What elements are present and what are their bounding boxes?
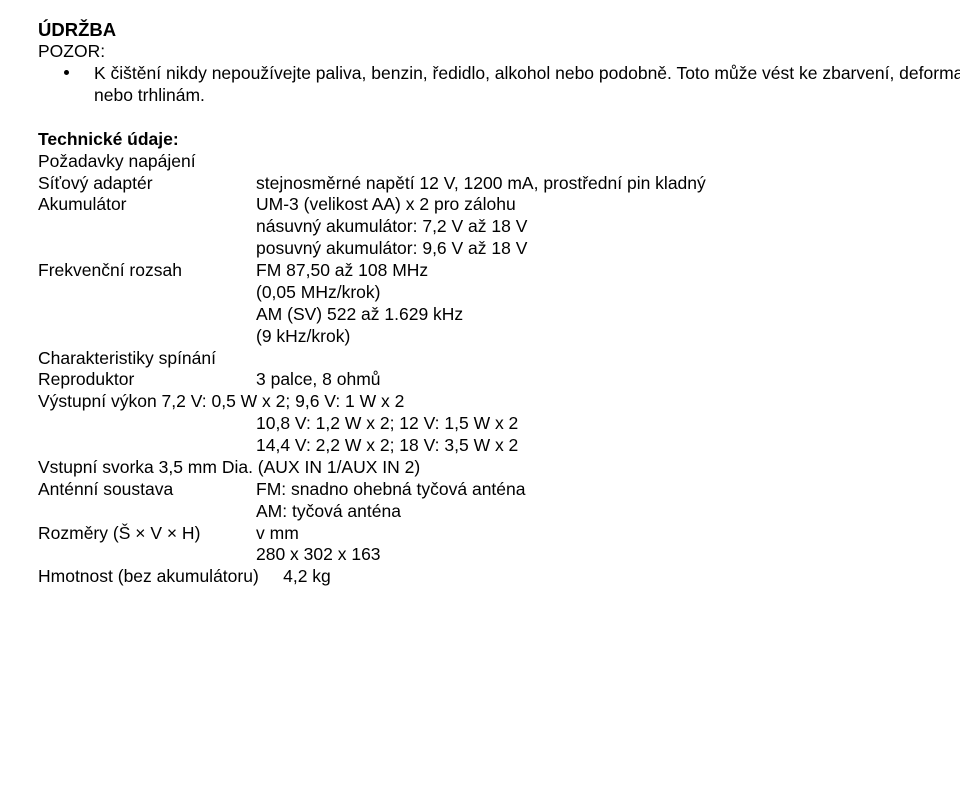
table-row: Anténní soustava FM: snadno ohebná tyčov… [38, 479, 526, 501]
table-row: násuvný akumulátor: 7,2 V až 18 V [38, 216, 706, 238]
bullet-icon [38, 63, 94, 107]
spec-label: Anténní soustava [38, 479, 256, 501]
caution-text: K čištění nikdy nepoužívejte paliva, ben… [94, 63, 960, 107]
spec-value: násuvný akumulátor: 7,2 V až 18 V [256, 216, 706, 238]
spec-value: 280 x 302 x 163 [256, 544, 526, 566]
spec-value: UM-3 (velikost AA) x 2 pro zálohu [256, 194, 706, 216]
input-terminal-line: Vstupní svorka 3,5 mm Dia. (AUX IN 1/AUX… [38, 457, 960, 479]
spec-label [38, 544, 256, 566]
caution-item: K čištění nikdy nepoužívejte paliva, ben… [38, 63, 960, 107]
spec-table-2: Anténní soustava FM: snadno ohebná tyčov… [38, 479, 526, 567]
output-power-line1: Výstupní výkon 7,2 V: 0,5 W x 2; 9,6 V: … [38, 391, 960, 413]
spec-label [38, 216, 256, 238]
spec-value [256, 348, 706, 370]
spec-label [38, 304, 256, 326]
table-row: posuvný akumulátor: 9,6 V až 18 V [38, 238, 706, 260]
caution-label: POZOR: [38, 41, 960, 63]
table-row: 280 x 302 x 163 [38, 544, 526, 566]
spec-value: FM 87,50 až 108 MHz [256, 260, 706, 282]
spec-label: Reproduktor [38, 369, 256, 391]
output-power-line3: 14,4 V: 2,2 W x 2; 18 V: 3,5 W x 2 [38, 435, 960, 457]
spec-value: FM: snadno ohebná tyčová anténa [256, 479, 526, 501]
table-row: (9 kHz/krok) [38, 326, 706, 348]
spec-label: Síťový adaptér [38, 173, 256, 195]
spec-value [256, 151, 706, 173]
table-row: Frekvenční rozsah FM 87,50 až 108 MHz [38, 260, 706, 282]
output-power-line2: 10,8 V: 1,2 W x 2; 12 V: 1,5 W x 2 [38, 413, 960, 435]
spec-value: (0,05 MHz/krok) [256, 282, 706, 304]
spec-label [38, 501, 256, 523]
weight-line: Hmotnost (bez akumulátoru) 4,2 kg [38, 566, 960, 588]
spec-value: 3 palce, 8 ohmů [256, 369, 706, 391]
spec-label: Požadavky napájení [38, 151, 256, 173]
spec-label [38, 326, 256, 348]
spec-value: AM (SV) 522 až 1.629 kHz [256, 304, 706, 326]
spec-value: v mm [256, 523, 526, 545]
spec-value: stejnosměrné napětí 12 V, 1200 mA, prost… [256, 173, 706, 195]
table-row: AM (SV) 522 až 1.629 kHz [38, 304, 706, 326]
weight-label: Hmotnost (bez akumulátoru) [38, 566, 259, 586]
spec-label [38, 238, 256, 260]
table-row: Rozměry (Š × V × H) v mm [38, 523, 526, 545]
tech-data-heading: Technické údaje: [38, 129, 960, 151]
table-row: (0,05 MHz/krok) [38, 282, 706, 304]
table-row: Reproduktor 3 palce, 8 ohmů [38, 369, 706, 391]
spec-label: Rozměry (Š × V × H) [38, 523, 256, 545]
table-row: Požadavky napájení [38, 151, 706, 173]
spec-label: Charakteristiky spínání [38, 348, 256, 370]
table-row: Charakteristiky spínání [38, 348, 706, 370]
table-row: Síťový adaptér stejnosměrné napětí 12 V,… [38, 173, 706, 195]
table-row: Akumulátor UM-3 (velikost AA) x 2 pro zá… [38, 194, 706, 216]
spec-label: Akumulátor [38, 194, 256, 216]
spec-label: Frekvenční rozsah [38, 260, 256, 282]
weight-value: 4,2 kg [283, 566, 331, 586]
spec-value: AM: tyčová anténa [256, 501, 526, 523]
page-title: ÚDRŽBA [38, 18, 960, 41]
spec-value: (9 kHz/krok) [256, 326, 706, 348]
spec-label [38, 282, 256, 304]
table-row: AM: tyčová anténa [38, 501, 526, 523]
spec-table: Požadavky napájení Síťový adaptér stejno… [38, 151, 706, 392]
spec-value: posuvný akumulátor: 9,6 V až 18 V [256, 238, 706, 260]
